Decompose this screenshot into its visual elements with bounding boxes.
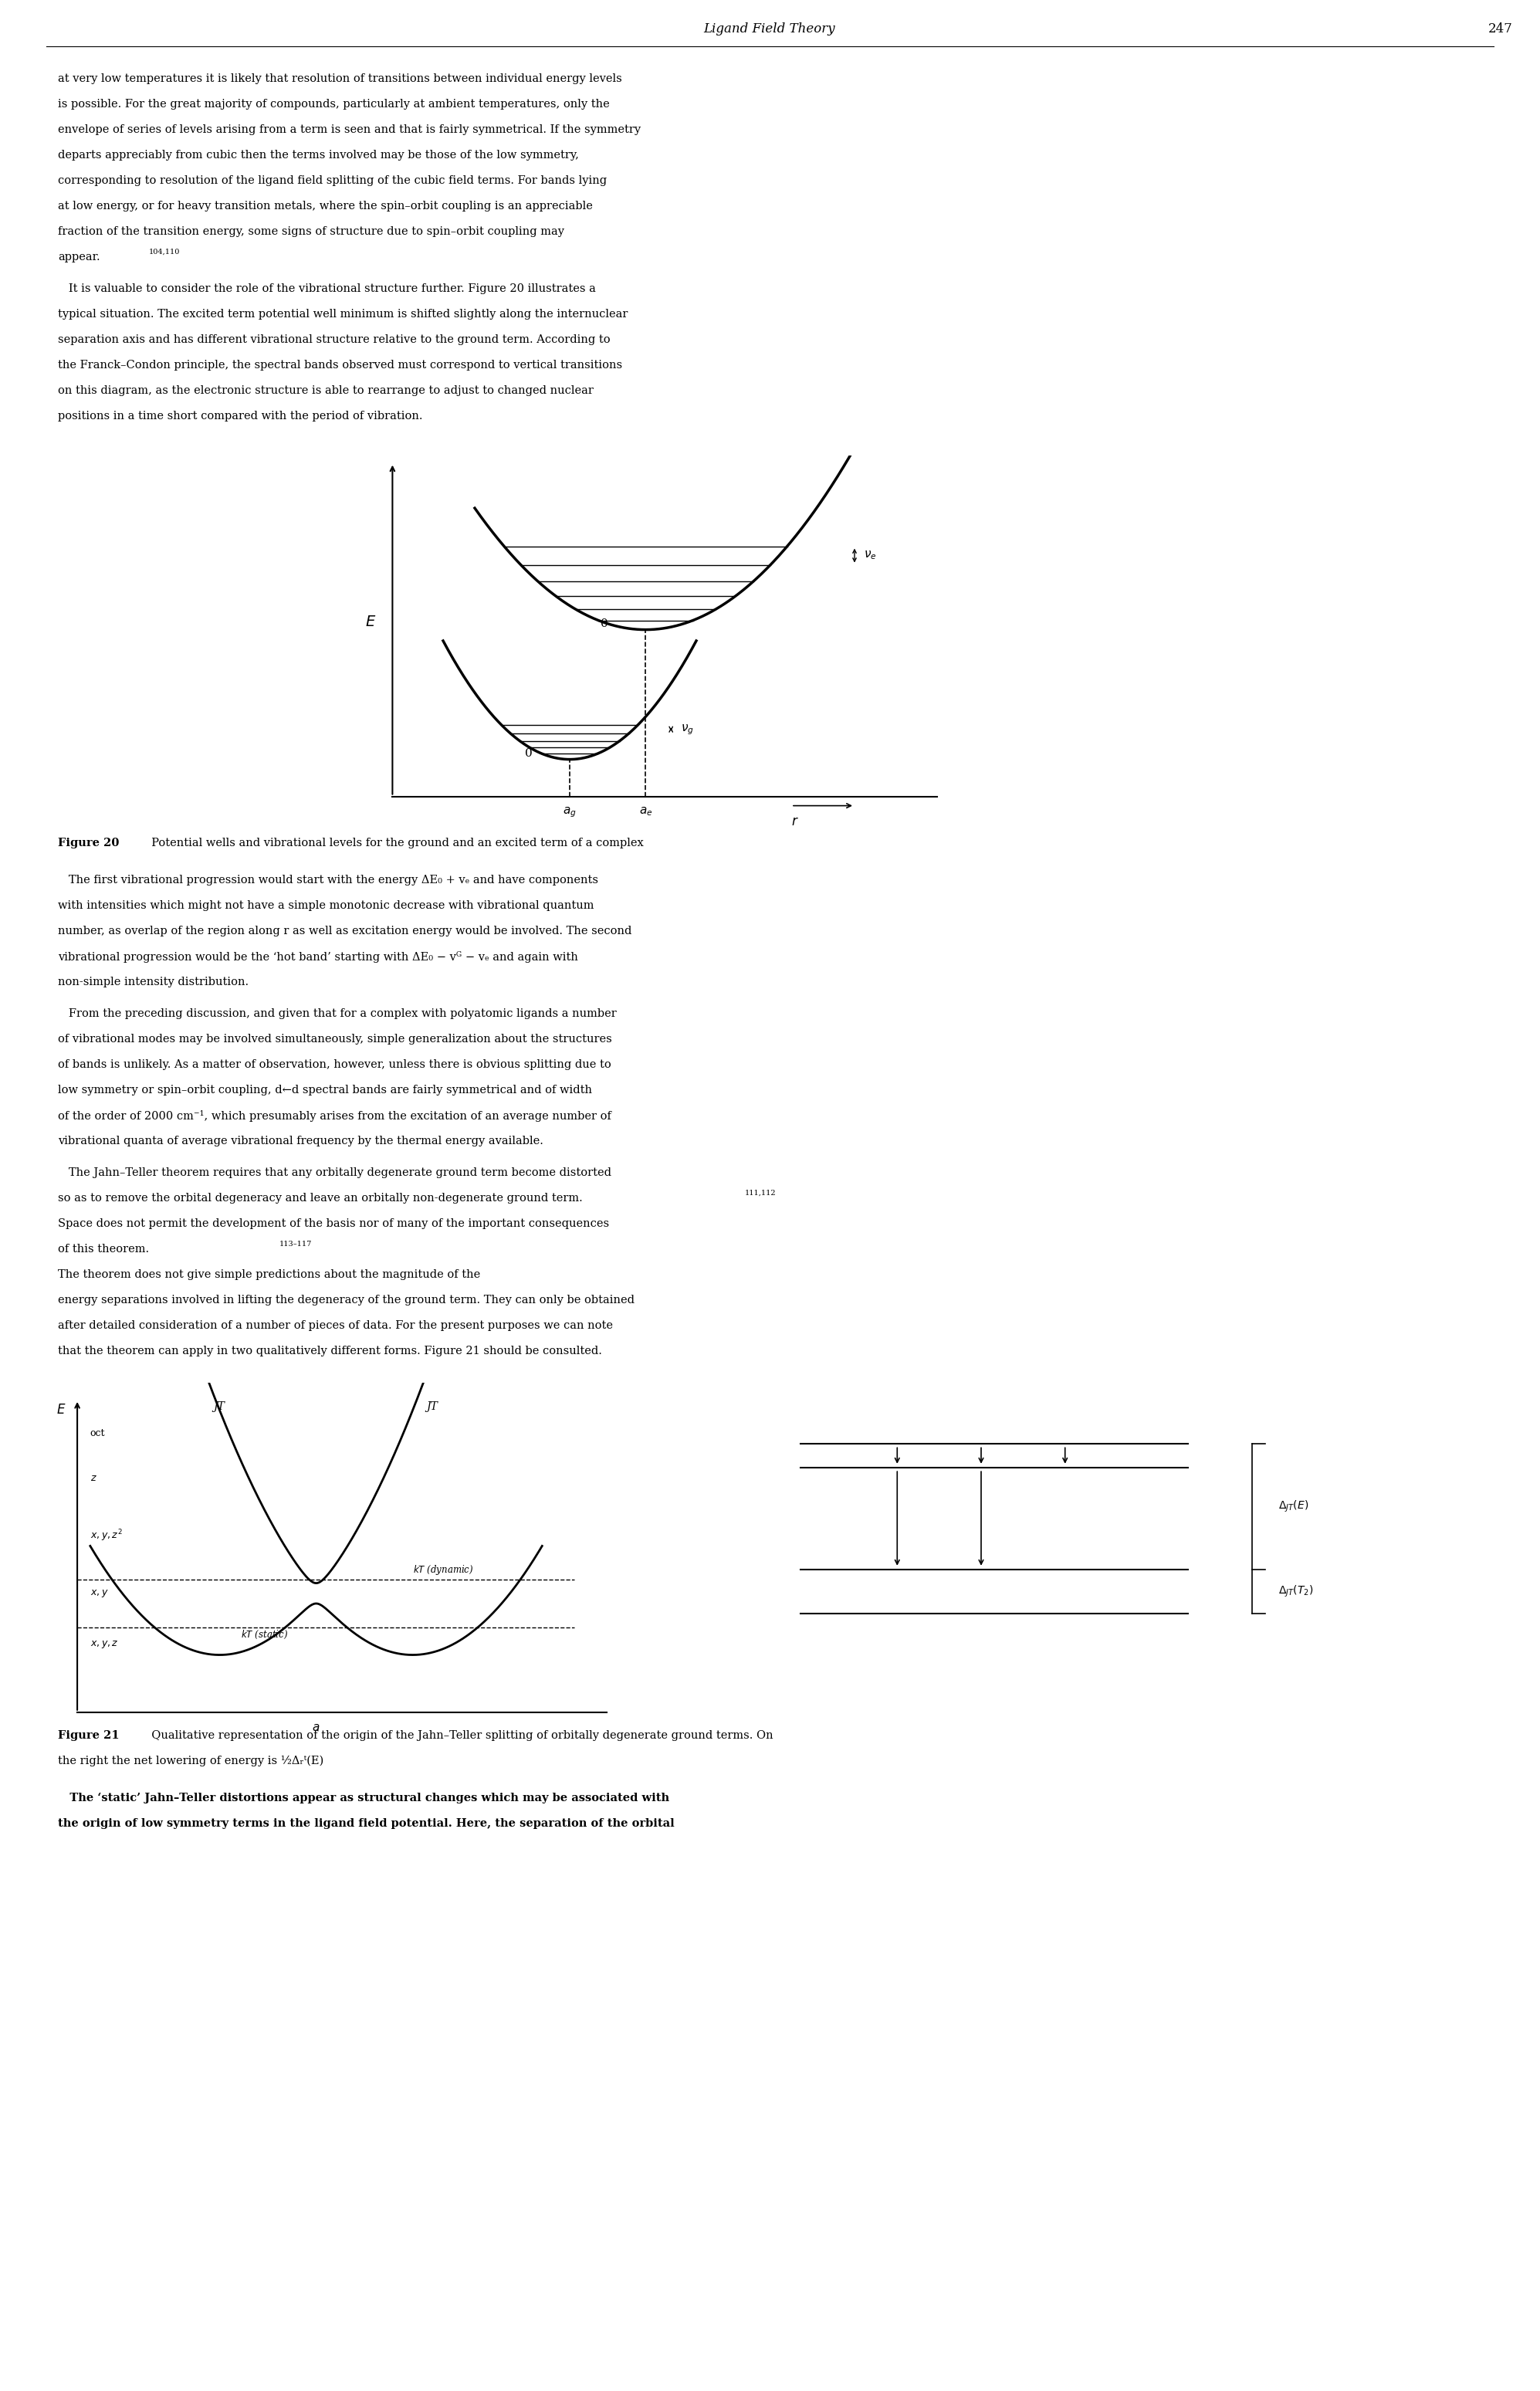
Text: that the theorem can apply in two qualitatively different forms. Figure 21 shoul: that the theorem can apply in two qualit… [59, 1346, 602, 1356]
Text: vibrational quanta of average vibrational frequency by the thermal energy availa: vibrational quanta of average vibrationa… [59, 1136, 544, 1145]
Text: with intensities which might not have a simple monotonic decrease with vibration: with intensities which might not have a … [59, 899, 594, 911]
Text: $x,y,z$: $x,y,z$ [91, 1638, 119, 1650]
Text: after detailed consideration of a number of pieces of data. For the present purp: after detailed consideration of a number… [59, 1320, 613, 1332]
Text: From the preceding discussion, and given that for a complex with polyatomic liga: From the preceding discussion, and given… [59, 1009, 616, 1019]
Text: of vibrational modes may be involved simultaneously, simple generalization about: of vibrational modes may be involved sim… [59, 1033, 611, 1045]
Text: on this diagram, as the electronic structure is able to rearrange to adjust to c: on this diagram, as the electronic struc… [59, 385, 593, 397]
Text: Space does not permit the development of the basis nor of many of the important : Space does not permit the development of… [59, 1219, 610, 1229]
Text: separation axis and has different vibrational structure relative to the ground t: separation axis and has different vibrat… [59, 335, 610, 344]
Text: positions in a time short compared with the period of vibration.: positions in a time short compared with … [59, 411, 422, 421]
Text: The ‘static’ Jahn–Teller distortions appear as structural changes which may be a: The ‘static’ Jahn–Teller distortions app… [59, 1793, 670, 1803]
Text: It is valuable to consider the role of the vibrational structure further. Figure: It is valuable to consider the role of t… [59, 285, 596, 294]
Text: $E$: $E$ [57, 1404, 66, 1415]
Text: appear.: appear. [59, 251, 100, 263]
Text: low symmetry or spin–orbit coupling, d←d spectral bands are fairly symmetrical a: low symmetry or spin–orbit coupling, d←d… [59, 1086, 591, 1095]
Text: JT: JT [214, 1401, 225, 1413]
Text: Figure 21: Figure 21 [59, 1731, 120, 1741]
Text: The first vibrational progression would start with the energy ΔE₀ + vₑ and have : The first vibrational progression would … [59, 875, 598, 885]
Text: $\nu_e$: $\nu_e$ [864, 550, 876, 562]
Text: non-simple intensity distribution.: non-simple intensity distribution. [59, 976, 248, 987]
Text: $x,y,z^2$: $x,y,z^2$ [91, 1528, 122, 1542]
Text: $r$: $r$ [792, 815, 799, 827]
Text: vibrational progression would be the ‘hot band’ starting with ΔE₀ − vᴳ − vₑ and : vibrational progression would be the ‘ho… [59, 952, 578, 964]
Text: the right the net lowering of energy is ½Δᵣᵗ(E): the right the net lowering of energy is … [59, 1755, 323, 1767]
Text: The theorem does not give simple predictions about the magnitude of the: The theorem does not give simple predict… [59, 1270, 480, 1279]
Text: The Jahn–Teller theorem requires that any orbitally degenerate ground term becom: The Jahn–Teller theorem requires that an… [59, 1167, 611, 1179]
Text: typical situation. The excited term potential well minimum is shifted slightly a: typical situation. The excited term pote… [59, 308, 628, 320]
Text: corresponding to resolution of the ligand field splitting of the cubic field ter: corresponding to resolution of the ligan… [59, 175, 607, 186]
Text: of the order of 2000 cm⁻¹, which presumably arises from the excitation of an ave: of the order of 2000 cm⁻¹, which presuma… [59, 1109, 611, 1121]
Text: oct: oct [91, 1430, 105, 1439]
Text: 247: 247 [1488, 24, 1512, 36]
Text: the Franck–Condon principle, the spectral bands observed must correspond to vert: the Franck–Condon principle, the spectra… [59, 359, 622, 371]
Text: of bands is unlikely. As a matter of observation, however, unless there is obvio: of bands is unlikely. As a matter of obs… [59, 1059, 611, 1071]
Text: 0: 0 [525, 748, 533, 758]
Text: fraction of the transition energy, some signs of structure due to spin–orbit cou: fraction of the transition energy, some … [59, 227, 564, 237]
Text: Figure 20: Figure 20 [59, 837, 119, 849]
Text: $z$: $z$ [91, 1473, 97, 1482]
Text: JT: JT [427, 1401, 437, 1413]
Text: departs appreciably from cubic then the terms involved may be those of the low s: departs appreciably from cubic then the … [59, 151, 579, 160]
Text: $\Delta_{JT}(E)$: $\Delta_{JT}(E)$ [1278, 1499, 1309, 1514]
Text: $a$: $a$ [313, 1722, 320, 1733]
Text: $a_g$: $a_g$ [562, 806, 576, 820]
Text: $\Delta_{JT}(T_2)$: $\Delta_{JT}(T_2)$ [1278, 1585, 1314, 1600]
Text: of this theorem.: of this theorem. [59, 1243, 149, 1255]
Text: Ligand Field Theory: Ligand Field Theory [704, 24, 836, 36]
Text: $kT$ (static): $kT$ (static) [240, 1628, 288, 1640]
Text: Qualitative representation of the origin of the Jahn–Teller splitting of orbital: Qualitative representation of the origin… [145, 1731, 773, 1741]
Text: $\nu_g$: $\nu_g$ [681, 722, 693, 736]
Text: at very low temperatures it is likely that resolution of transitions between ind: at very low temperatures it is likely th… [59, 74, 622, 84]
Text: 113–117: 113–117 [279, 1241, 313, 1248]
Text: Potential wells and vibrational levels for the ground and an excited term of a c: Potential wells and vibrational levels f… [145, 837, 644, 849]
Text: $kT$ (dynamic): $kT$ (dynamic) [413, 1564, 474, 1576]
Text: 104,110: 104,110 [149, 249, 180, 256]
Text: the origin of low symmetry terms in the ligand field potential. Here, the separa: the origin of low symmetry terms in the … [59, 1817, 675, 1829]
Text: $a_e$: $a_e$ [639, 806, 653, 818]
Text: energy separations involved in lifting the degeneracy of the ground term. They c: energy separations involved in lifting t… [59, 1294, 634, 1305]
Text: at low energy, or for heavy transition metals, where the spin–orbit coupling is : at low energy, or for heavy transition m… [59, 201, 593, 210]
Text: envelope of series of levels arising from a term is seen and that is fairly symm: envelope of series of levels arising fro… [59, 124, 641, 136]
Text: so as to remove the orbital degeneracy and leave an orbitally non-degenerate gro: so as to remove the orbital degeneracy a… [59, 1193, 582, 1203]
Text: $E$: $E$ [365, 614, 376, 629]
Text: is possible. For the great majority of compounds, particularly at ambient temper: is possible. For the great majority of c… [59, 98, 610, 110]
Text: 0: 0 [601, 619, 608, 629]
Text: 111,112: 111,112 [745, 1191, 776, 1196]
Text: number, as overlap of the region along r as well as excitation energy would be i: number, as overlap of the region along r… [59, 925, 631, 937]
Text: $x,y$: $x,y$ [91, 1588, 108, 1600]
